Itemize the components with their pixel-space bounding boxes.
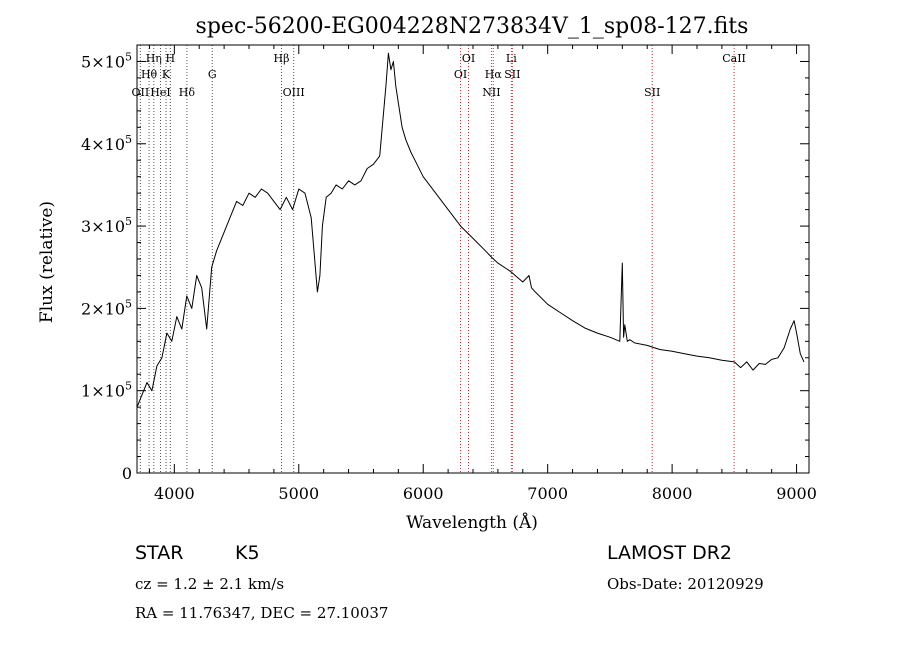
line-label-3: K	[162, 68, 171, 81]
line-label-16: SII	[644, 86, 660, 99]
x-tick-label-6000: 6000	[403, 484, 444, 503]
spectral-line-markers: Hη H Hθ K G OII HeI Hδ Hβ OIII OI OI Hα NII Li SII SII Ca…	[132, 45, 746, 473]
line-label-7: Hδ	[179, 86, 196, 99]
object-class: STAR	[135, 542, 184, 564]
x-axis-label: Wavelength (Å)	[406, 512, 538, 533]
x-tick-label-7000: 7000	[527, 484, 568, 503]
line-label-9: OIII	[283, 86, 305, 99]
line-label-15: SII	[504, 68, 520, 81]
redshift-velocity: cz = 1.2 ± 2.1 km/s	[135, 575, 285, 593]
line-label-13: NII	[482, 86, 500, 99]
x-tick-label-8000: 8000	[652, 484, 693, 503]
y-tick-label-5: 5×105	[81, 50, 132, 71]
y-tick-label-3: 3×105	[81, 215, 132, 236]
chart-title: spec-56200-EG004228N273834V_1_sp08-127.f…	[196, 14, 749, 39]
plot-frame	[136, 44, 810, 474]
coordinates: RA = 11.76347, DEC = 27.10037	[135, 604, 389, 622]
line-label-1: H	[166, 52, 176, 65]
y-axis: 0 1×105 2×105 3×105 4×105 5×105	[81, 50, 809, 483]
x-tick-label-9000: 9000	[776, 484, 817, 503]
x-axis: 4000 5000 6000 7000 8000 9000	[148, 45, 817, 503]
y-tick-label-0: 0	[122, 464, 132, 483]
line-label-5: OII	[132, 86, 150, 99]
y-tick-label-1: 1×105	[81, 380, 132, 401]
object-subclass: K5	[235, 542, 260, 564]
spectrum-line	[136, 52, 805, 408]
line-label-17: CaII	[722, 52, 746, 65]
line-label-0: Hη	[146, 52, 162, 65]
spectrum-series	[136, 52, 805, 408]
y-tick-label-2: 2×105	[81, 297, 132, 318]
y-tick-label-4: 4×105	[81, 133, 132, 154]
survey-name: LAMOST DR2	[607, 542, 732, 564]
line-label-2: Hθ	[141, 68, 158, 81]
x-tick-label-5000: 5000	[278, 484, 319, 503]
line-label-8: Hβ	[274, 52, 290, 65]
line-label-11: OI	[454, 68, 467, 81]
line-label-14: Li	[506, 52, 517, 65]
line-label-4: G	[208, 68, 217, 81]
line-label-12: Hα	[485, 68, 503, 81]
observation-date: Obs-Date: 20120929	[607, 575, 764, 593]
line-label-6: HeI	[150, 86, 170, 99]
x-tick-label-4000: 4000	[154, 484, 195, 503]
y-axis-label: Flux (relative)	[37, 201, 57, 323]
line-label-10: OI	[462, 52, 475, 65]
